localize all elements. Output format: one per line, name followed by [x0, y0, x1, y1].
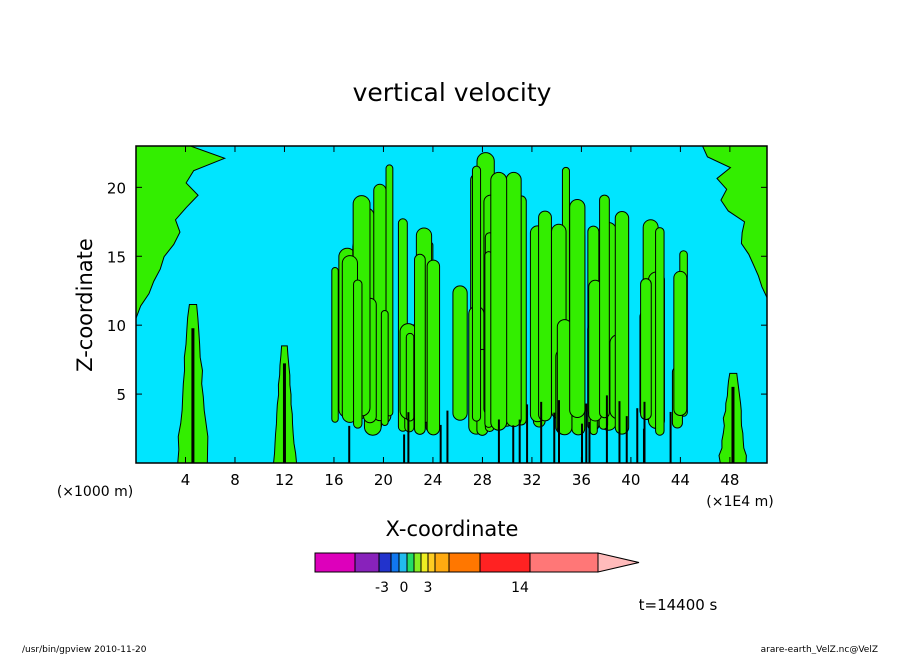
convective-cell: [599, 194, 610, 419]
x-tick-label: 44: [671, 471, 690, 489]
x-tick-label: 32: [522, 471, 541, 489]
colorbar-cell: [529, 552, 599, 573]
colorbar: [314, 552, 640, 573]
colorbar-cell: [390, 552, 400, 573]
footer-source: arare-earth_VelZ.nc@VelZ: [761, 645, 878, 654]
convective-cell: [655, 227, 665, 436]
y-tick-label: 10: [107, 317, 126, 335]
convective-cell: [505, 171, 522, 428]
colorbar-cell: [354, 552, 380, 573]
x-tick-label: 28: [473, 471, 492, 489]
y-axis-ticks: 5 10 15 20: [107, 179, 767, 404]
convective-cell: [331, 267, 339, 423]
contour-fill-layer: [136, 146, 767, 463]
convective-cell: [380, 309, 389, 426]
convective-cell: [471, 165, 482, 422]
x-tick-label: 24: [423, 471, 442, 489]
convective-cell: [614, 211, 630, 435]
y-tick-label: 15: [107, 248, 126, 266]
colorbar-cell: [398, 552, 408, 573]
x-unit-note-left: (×1000 m): [57, 484, 133, 500]
x-tick-label: 36: [572, 471, 591, 489]
chart-title: vertical velocity: [353, 78, 552, 107]
colorbar-label: 0: [400, 580, 409, 596]
x-axis-label: X-coordinate: [386, 517, 519, 541]
y-tick-label: 20: [107, 179, 126, 197]
footer-program: /usr/bin/gpview 2010-11-20: [22, 645, 147, 654]
convective-cell: [569, 199, 586, 419]
colorbar-cell: [314, 552, 356, 573]
colorbar-labels: -3 0 3 14: [375, 580, 529, 596]
colorbar-cell: [448, 552, 481, 573]
x-unit-note-right: (×1E4 m): [706, 494, 773, 510]
convective-cell: [640, 278, 652, 421]
colorbar-arrow: [597, 552, 640, 573]
x-tick-label: 40: [621, 471, 640, 489]
convective-cell: [426, 259, 441, 436]
time-stamp: t=14400 s: [639, 596, 718, 614]
x-tick-label: 16: [324, 471, 343, 489]
colorbar-label: 14: [511, 580, 529, 596]
colorbar-label: 3: [424, 580, 433, 596]
convective-cell: [673, 270, 688, 417]
positive-region: [701, 146, 767, 298]
plot-frame: [135, 145, 768, 464]
x-tick-label: 4: [181, 471, 191, 489]
y-tick-label: 5: [116, 386, 126, 404]
x-axis-ticks: 4 8 12 16 20 24 28 32 36 40 44 48: [181, 146, 739, 489]
convective-cell: [452, 285, 468, 421]
convective-cell: [538, 210, 552, 422]
convective-cell: [353, 279, 363, 429]
colorbar-cell: [427, 552, 436, 573]
x-tick-label: 12: [275, 471, 294, 489]
positive-region: [136, 146, 227, 319]
colorbar-cell: [420, 552, 429, 573]
x-tick-label: 48: [720, 471, 739, 489]
colorbar-cell: [413, 552, 422, 573]
convective-cell: [414, 253, 426, 435]
colorbar-cell: [406, 552, 415, 573]
x-tick-label: 20: [374, 471, 393, 489]
colorbar-cell: [479, 552, 531, 573]
colorbar-cell: [378, 552, 392, 573]
convective-cell: [405, 332, 415, 422]
convective-cell: [490, 171, 508, 431]
colorbar-label: -3: [375, 580, 389, 596]
y-axis-label: Z-coordinate: [73, 238, 97, 372]
colorbar-cell: [434, 552, 450, 573]
x-tick-label: 8: [230, 471, 240, 489]
